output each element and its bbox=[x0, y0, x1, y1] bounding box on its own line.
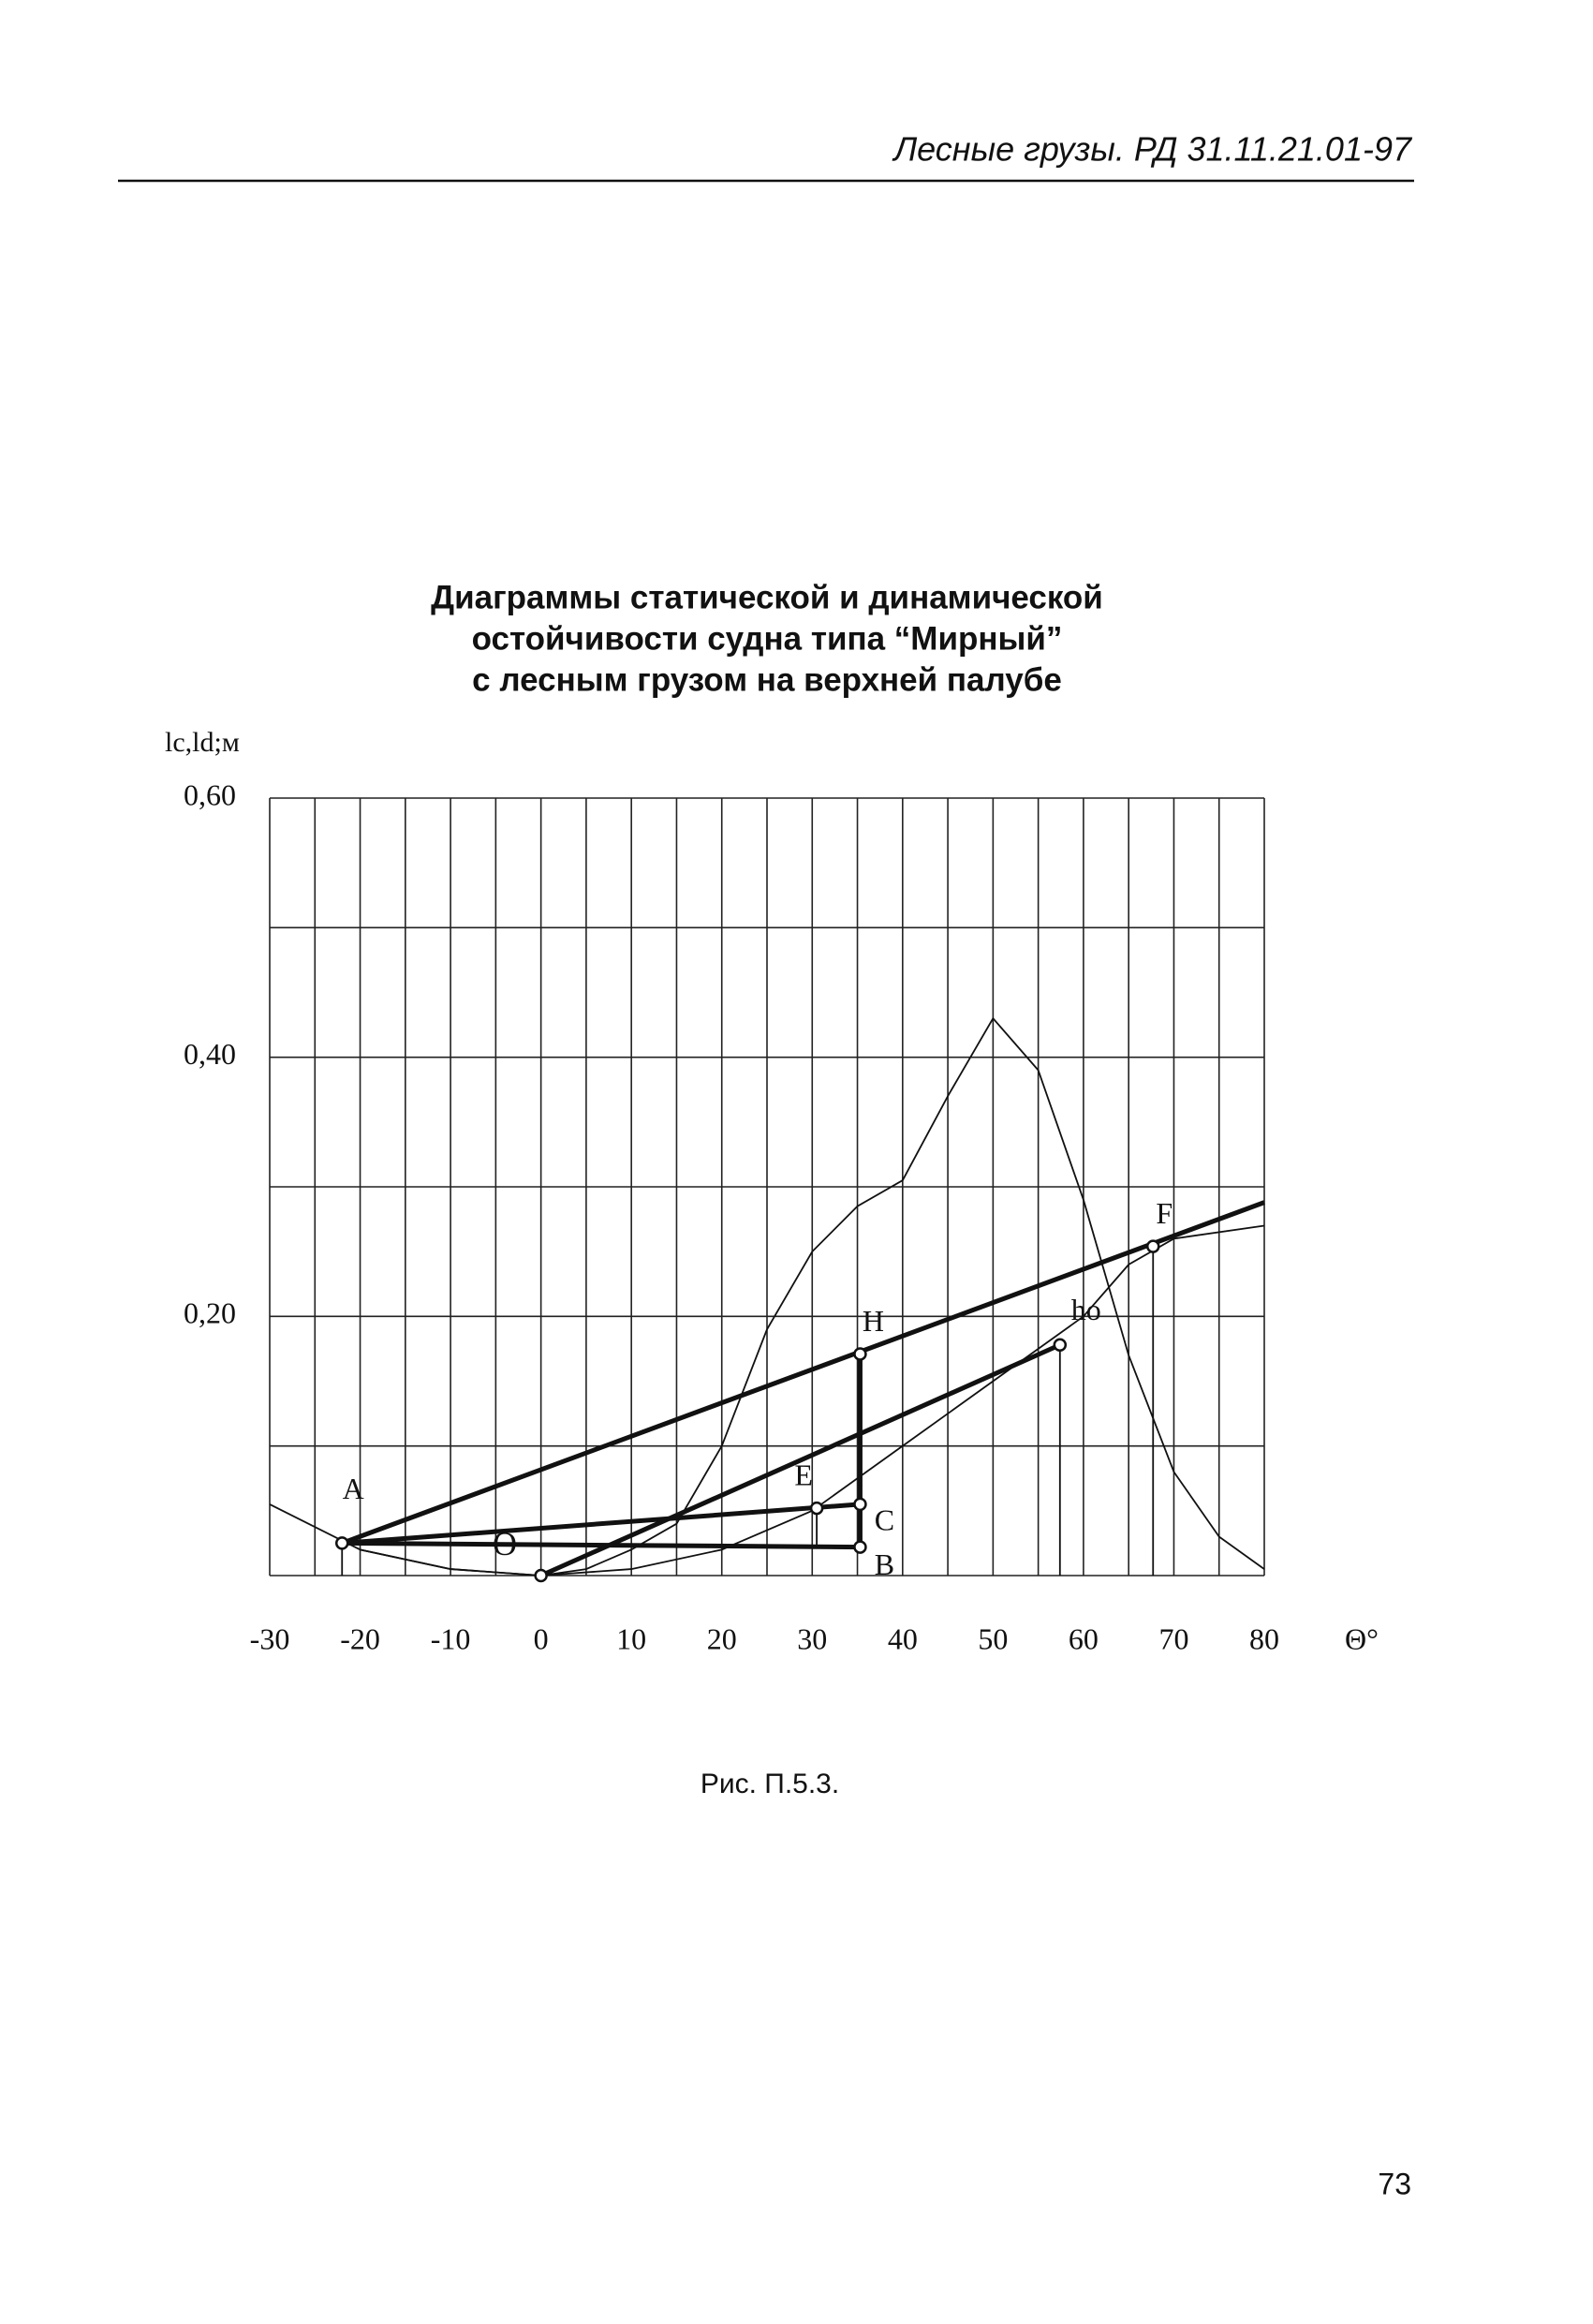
thick-line bbox=[341, 1200, 1265, 1546]
thin-line bbox=[360, 1224, 1265, 1576]
point-label: F bbox=[1156, 1196, 1173, 1230]
x-tick-label: 20 bbox=[707, 1621, 737, 1655]
point-marker bbox=[853, 1347, 867, 1361]
point-marker bbox=[334, 1536, 349, 1550]
x-tick-label: 70 bbox=[1158, 1621, 1188, 1655]
point-marker bbox=[1053, 1338, 1068, 1353]
thick-line bbox=[342, 1502, 861, 1546]
y-tick-label: 0,60 bbox=[184, 777, 236, 811]
annotation: O bbox=[493, 1525, 517, 1562]
x-tick-label: -30 bbox=[250, 1621, 290, 1655]
point-label: C bbox=[875, 1502, 894, 1536]
point-label: E bbox=[794, 1458, 813, 1491]
x-tick-label: -10 bbox=[431, 1621, 471, 1655]
y-tick-label: 0,40 bbox=[184, 1037, 236, 1071]
chart-title: остойчивости судна типа “Мирный” bbox=[472, 620, 1063, 657]
y-axis-label: lc,ld;м bbox=[165, 727, 240, 758]
point-label: A bbox=[343, 1472, 364, 1505]
chart-title: с лесным грузом на верхней палубе bbox=[472, 661, 1062, 698]
point-marker bbox=[853, 1497, 867, 1512]
point-marker bbox=[809, 1501, 824, 1516]
x-tick-label: 40 bbox=[888, 1621, 918, 1655]
point-marker bbox=[1145, 1239, 1160, 1253]
running-header: Лесные грузы. РД 31.11.21.01-97 bbox=[892, 130, 1412, 169]
point-marker bbox=[534, 1568, 548, 1583]
x-tick-label: 10 bbox=[616, 1621, 646, 1655]
x-axis-label: Θ° bbox=[1345, 1621, 1379, 1655]
figure-caption: Рис. П.5.3. bbox=[701, 1769, 839, 1799]
x-tick-label: 80 bbox=[1249, 1621, 1279, 1655]
thick-line bbox=[342, 1540, 861, 1550]
x-tick-label: 0 bbox=[534, 1621, 549, 1655]
y-tick-label: 0,20 bbox=[184, 1296, 236, 1330]
x-tick-label: -20 bbox=[340, 1621, 380, 1655]
point-label: H bbox=[863, 1304, 884, 1338]
page-number: 73 bbox=[1378, 2167, 1411, 2200]
point-label: B bbox=[875, 1547, 894, 1581]
x-tick-label: 60 bbox=[1069, 1621, 1099, 1655]
chart-title: Диаграммы статической и динамической bbox=[431, 579, 1103, 615]
point-marker bbox=[853, 1540, 867, 1554]
thick-line bbox=[539, 1342, 1061, 1578]
x-tick-label: 30 bbox=[797, 1621, 827, 1655]
x-tick-label: 50 bbox=[978, 1621, 1008, 1655]
point-label: ho bbox=[1071, 1293, 1101, 1326]
